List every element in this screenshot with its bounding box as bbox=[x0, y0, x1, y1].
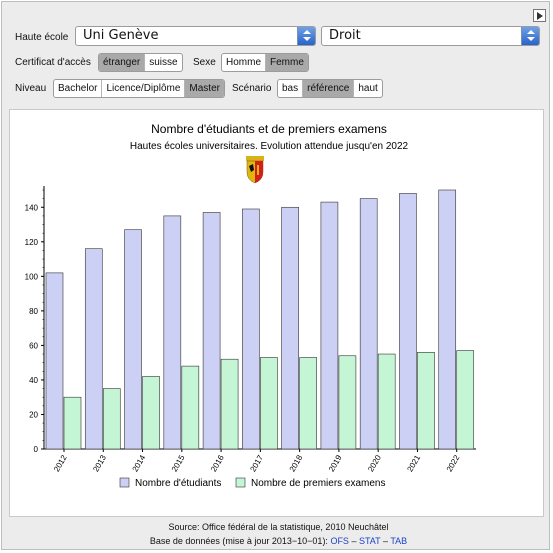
haute-ecole-select[interactable]: Uni Genève bbox=[75, 26, 316, 46]
bar-first-exams bbox=[142, 376, 160, 450]
niveau-toggle: Bachelor Licence/Diplôme Master bbox=[53, 79, 225, 98]
scenario-toggle: bas référence haut bbox=[277, 79, 383, 98]
y-tick-label: 100 bbox=[25, 272, 39, 281]
y-tick-label: 60 bbox=[29, 341, 38, 350]
bar-first-exams bbox=[338, 355, 357, 450]
certificat-toggle: étranger suisse bbox=[98, 53, 183, 72]
link-separator: – bbox=[348, 536, 359, 546]
sexe-label: Sexe bbox=[193, 57, 216, 68]
source-text: Source: Office fédéral de la statistique… bbox=[168, 522, 389, 532]
y-tick-label: 140 bbox=[25, 203, 39, 212]
y-tick-label: 120 bbox=[25, 238, 39, 247]
sexe-toggle: Homme Femme bbox=[221, 53, 309, 72]
domaine-select[interactable]: Droit bbox=[321, 26, 540, 46]
bar-students bbox=[202, 212, 221, 450]
bar-students bbox=[399, 193, 417, 450]
chart-panel: Nombre d'étudiants et de premiers examen… bbox=[9, 109, 544, 517]
chart-legend: Nombre d'étudiants Nombre de premiers exa… bbox=[119, 477, 386, 489]
x-tick-label: 2020 bbox=[366, 453, 383, 473]
bar-students bbox=[45, 272, 64, 450]
bar-students bbox=[84, 248, 103, 450]
x-tick-label: 2013 bbox=[91, 453, 108, 473]
link-separator: – bbox=[380, 536, 391, 546]
bar-students bbox=[124, 229, 142, 450]
y-tick-label: 80 bbox=[29, 307, 38, 316]
bar-students bbox=[242, 208, 260, 450]
scenario-label: Scénario bbox=[232, 83, 272, 94]
bar-chart: Nombre d'étudiants et de premiers examen… bbox=[25, 122, 476, 489]
select-arrows-icon bbox=[521, 27, 539, 45]
haute-ecole-value: Uni Genève bbox=[83, 28, 159, 43]
legend-label: Nombre de premiers examens bbox=[251, 478, 386, 489]
bar-first-exams bbox=[220, 358, 239, 450]
bar-first-exams bbox=[260, 357, 278, 450]
certificat-option-suisse[interactable]: suisse bbox=[149, 57, 178, 68]
bar-students bbox=[320, 201, 339, 450]
x-tick-label: 2015 bbox=[170, 453, 187, 473]
scenario-option-reference[interactable]: référence bbox=[303, 80, 355, 97]
chart-title: Nombre d'étudiants et de premiers examen… bbox=[151, 122, 387, 136]
niveau-option-bachelor[interactable]: Bachelor bbox=[54, 80, 103, 97]
bar-first-exams bbox=[63, 396, 82, 450]
x-tick-label: 2019 bbox=[327, 453, 344, 473]
ofs-link[interactable]: OFS bbox=[330, 536, 349, 546]
haute-ecole-label: Haute école bbox=[15, 32, 69, 43]
legend-swatch bbox=[119, 477, 130, 488]
bar-first-exams bbox=[456, 350, 475, 450]
database-line: Base de données (mise à jour 2013−10−01)… bbox=[2, 536, 553, 546]
niveau-option-master[interactable]: Master bbox=[185, 80, 224, 97]
niveau-label: Niveau bbox=[15, 83, 47, 94]
x-tick-label: 2017 bbox=[248, 453, 265, 473]
chart-subtitle: Hautes écoles universitaires. Evolution … bbox=[130, 141, 409, 152]
x-tick-label: 2012 bbox=[52, 453, 69, 473]
scenario-option-bas[interactable]: bas bbox=[278, 80, 304, 97]
geneva-coat-of-arms-icon bbox=[246, 156, 264, 184]
x-tick-label: 2018 bbox=[288, 453, 305, 473]
bar-students bbox=[281, 206, 299, 450]
bar-students bbox=[359, 198, 378, 450]
y-tick-label: 40 bbox=[29, 376, 38, 385]
x-tick-label: 2021 bbox=[405, 453, 422, 473]
niveau-option-licence[interactable]: Licence/Diplôme bbox=[102, 80, 186, 97]
bar-students bbox=[438, 189, 457, 450]
stat-link[interactable]: STAT bbox=[358, 536, 381, 546]
play-icon[interactable] bbox=[533, 9, 546, 22]
tab-link[interactable]: TAB bbox=[390, 536, 408, 546]
bar-first-exams bbox=[299, 357, 317, 450]
x-tick-label: 2014 bbox=[131, 453, 148, 473]
sexe-option-homme[interactable]: Homme bbox=[222, 54, 267, 71]
certificat-option-etranger[interactable]: étranger bbox=[99, 54, 146, 71]
bar-first-exams bbox=[417, 352, 435, 450]
legend-label: Nombre d'étudiants bbox=[135, 478, 221, 489]
legend-swatch bbox=[235, 477, 246, 488]
sexe-option-femme[interactable]: Femme bbox=[266, 54, 308, 71]
select-arrows-icon bbox=[297, 27, 315, 45]
bar-students bbox=[163, 215, 182, 450]
x-tick-label: 2016 bbox=[209, 453, 226, 473]
bar-first-exams bbox=[181, 365, 200, 450]
x-tick-label: 2022 bbox=[445, 453, 462, 473]
database-text: Base de données (mise à jour 2013−10−01)… bbox=[149, 536, 331, 546]
y-tick-label: 0 bbox=[34, 445, 39, 454]
bar-first-exams bbox=[102, 388, 121, 450]
domaine-value: Droit bbox=[329, 28, 361, 43]
scenario-option-haut[interactable]: haut bbox=[358, 83, 378, 94]
y-tick-label: 20 bbox=[29, 410, 38, 419]
bar-first-exams bbox=[377, 353, 396, 450]
certificat-label: Certificat d'accès bbox=[15, 57, 91, 68]
chart-bars bbox=[45, 189, 475, 450]
